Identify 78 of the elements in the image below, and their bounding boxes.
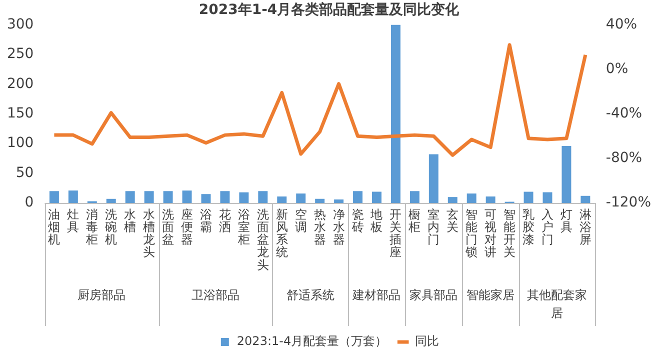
x-tick-label: 乳胶漆 (522, 207, 535, 247)
x-tick-label: 油烟机 (48, 207, 60, 247)
y-tick-label: 150 (6, 106, 34, 122)
y-tick-label: 200 (6, 76, 34, 92)
x-tick-label: 智能门锁 (464, 207, 478, 260)
bar (144, 191, 154, 203)
bar (49, 191, 59, 203)
y2-tick-label: 0% (606, 60, 628, 77)
bar (542, 192, 552, 203)
y2-tick-label: 40% (606, 16, 638, 32)
text: 其他配套家居 (526, 288, 587, 320)
x-tick-label: 水槽 (124, 207, 136, 234)
y-tick-label: 0 (24, 194, 34, 211)
x-tick-label: 洗碗机 (105, 207, 118, 247)
bar (258, 191, 268, 203)
x-tick-label: 浴霸 (200, 207, 212, 234)
y2-tick-label: -40% (606, 106, 642, 122)
legend-label: 同比 (415, 334, 440, 348)
y-tick-label: 100 (6, 135, 34, 152)
x-tick-label: 水槽龙头 (143, 207, 156, 260)
text: 厨房部品 (78, 288, 126, 302)
x-tick-label: 消毒柜 (85, 207, 98, 247)
x-tick-label: 热水器 (314, 207, 326, 247)
text: 智能家居 (466, 288, 515, 302)
bar (466, 193, 476, 203)
bar (390, 24, 400, 203)
x-tick-label: 灶具 (67, 207, 80, 234)
x-tick-label: 浴室柜 (236, 207, 250, 247)
x-tick-label: 空调 (294, 207, 307, 234)
x-tick-label: 淋浴屏 (579, 207, 592, 247)
bar (448, 197, 458, 203)
y-tick-label: 50 (16, 164, 34, 181)
bar (296, 193, 306, 203)
bar (106, 198, 116, 203)
x-tick-label: 花洒 (218, 207, 231, 234)
x-tick-label: 智能开关 (504, 207, 516, 260)
x-tick-label: 可视对讲 (484, 207, 497, 260)
bar (486, 196, 496, 203)
x-tick-label: 洗面盆 (162, 207, 174, 247)
text: 卫浴部品 (191, 288, 240, 302)
text: 建材部品 (352, 288, 401, 302)
bar (220, 191, 230, 203)
bar (410, 191, 420, 203)
chart-title: 2023年1-4月各类部品配套量及同比变化 (198, 1, 460, 18)
x-tick-label: 洗面盆龙头 (256, 207, 269, 272)
bar (201, 194, 211, 203)
x-tick-label: 座便器 (181, 207, 194, 247)
y-tick-label: 250 (6, 46, 34, 62)
bar (562, 146, 572, 203)
bar (68, 190, 78, 203)
x-tick-label: 地板 (370, 207, 383, 234)
bar (372, 192, 382, 203)
text: 舒适系统 (286, 288, 334, 302)
bar (353, 191, 363, 203)
x-tick-label: 橱柜 (408, 207, 421, 234)
bar (277, 196, 287, 203)
text: 家具部品 (410, 288, 458, 302)
bar (163, 191, 173, 203)
x-tick-label: 入户门 (541, 207, 554, 247)
x-tick-label: 净水器 (332, 207, 345, 247)
bar (524, 192, 534, 203)
bar (428, 154, 438, 203)
x-tick-label: 开关插座 (390, 207, 402, 260)
bar (239, 192, 249, 203)
x-tick-label: 玄关 (446, 207, 459, 234)
legend-label: 2023:1-4月配套量（万套） (236, 334, 388, 348)
bar (182, 190, 192, 203)
bar (580, 196, 590, 203)
y-tick-label: 300 (6, 16, 34, 32)
bar (334, 199, 344, 203)
y2-tick-label: -120% (606, 194, 651, 211)
x-tick-label: 室内门 (428, 207, 440, 247)
bar (315, 198, 325, 203)
x-tick-label: 瓷砖 (350, 207, 364, 234)
x-tick-label: 新风系统 (276, 207, 288, 260)
y2-tick-label: -80% (606, 150, 642, 166)
x-tick-label: 灯具 (560, 207, 572, 234)
bar (125, 191, 135, 203)
